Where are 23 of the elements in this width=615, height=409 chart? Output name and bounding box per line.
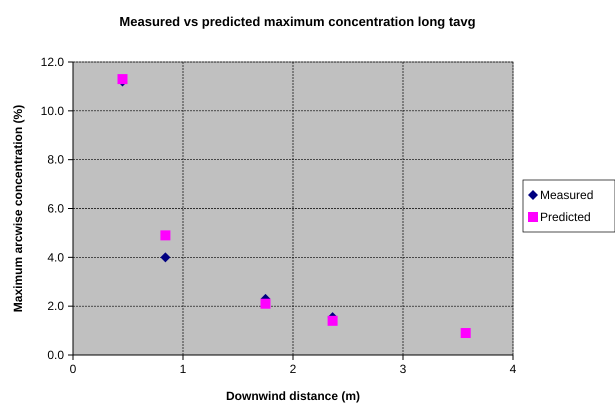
y-tick-label: 8.0	[47, 152, 64, 167]
x-tick-label: 2	[290, 362, 297, 376]
x-axis-title: Downwind distance (m)	[226, 389, 360, 403]
y-tick-label: 10.0	[40, 104, 64, 118]
legend-label: Predicted	[540, 210, 591, 224]
chart-title: Measured vs predicted maximum concentration long tavg	[119, 14, 476, 29]
x-tick-label: 0	[70, 362, 77, 376]
x-tick-label: 3	[400, 362, 407, 376]
x-tick-label: 4	[510, 362, 517, 376]
y-axis-title: Maximum arcwise concentration (%)	[11, 104, 25, 312]
legend-label: Measured	[540, 188, 594, 202]
y-tick-label: 0.0	[47, 348, 64, 362]
point	[118, 74, 128, 84]
y-tick-label: 2.0	[47, 299, 64, 314]
point	[328, 316, 338, 326]
x-tick-label: 1	[180, 362, 187, 376]
point	[160, 230, 170, 240]
y-tick-label: 6.0	[47, 202, 64, 216]
point	[460, 328, 471, 338]
point	[160, 252, 170, 262]
y-tick-label: 4.0	[47, 250, 64, 264]
point	[260, 298, 270, 309]
y-tick-label: 12.0	[40, 55, 64, 69]
